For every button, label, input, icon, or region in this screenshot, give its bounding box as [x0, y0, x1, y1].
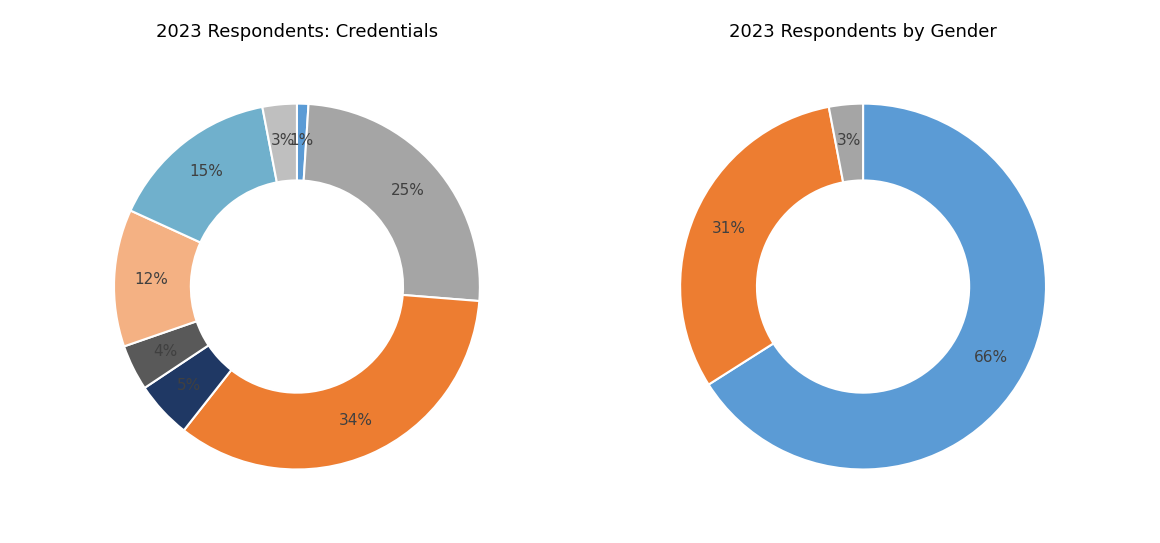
Text: 66%: 66%	[974, 350, 1008, 364]
Text: 3%: 3%	[270, 134, 296, 148]
Wedge shape	[709, 104, 1046, 470]
Text: 34%: 34%	[339, 413, 372, 428]
Wedge shape	[297, 104, 309, 181]
Text: 25%: 25%	[391, 183, 425, 198]
Title: 2023 Respondents by Gender: 2023 Respondents by Gender	[730, 23, 996, 41]
Text: 31%: 31%	[712, 221, 746, 236]
Wedge shape	[145, 345, 231, 431]
Wedge shape	[183, 295, 479, 470]
Wedge shape	[680, 107, 843, 384]
Title: 2023 Respondents: Credentials: 2023 Respondents: Credentials	[155, 23, 438, 41]
Wedge shape	[131, 107, 277, 243]
Wedge shape	[828, 104, 863, 182]
Text: 4%: 4%	[153, 344, 177, 359]
Text: 1%: 1%	[290, 133, 313, 148]
Text: 15%: 15%	[189, 164, 224, 179]
Wedge shape	[114, 211, 201, 346]
Text: 5%: 5%	[177, 378, 202, 393]
Text: 12%: 12%	[133, 272, 168, 287]
Wedge shape	[262, 104, 297, 182]
Wedge shape	[124, 321, 209, 388]
Text: 3%: 3%	[838, 134, 862, 148]
Wedge shape	[304, 104, 480, 301]
